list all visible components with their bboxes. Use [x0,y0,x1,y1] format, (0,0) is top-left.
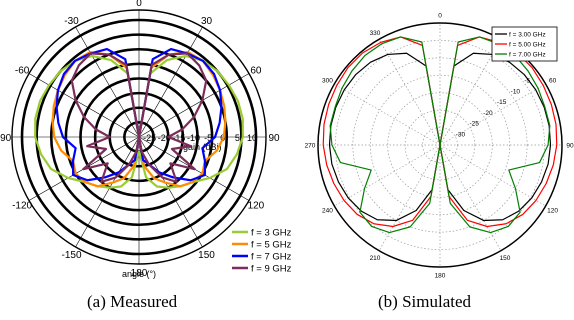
radial-tick-measured: 10 [247,133,257,143]
legend-label-measured: f = 7 GHz [251,252,292,263]
grid-ring-simulated [422,127,458,163]
series-line-simulated [329,36,551,234]
angle-tick-measured: -120 [12,201,32,212]
spoke-measured [75,26,140,138]
spoke-simulated [334,144,441,207]
grid-ring-simulated [404,109,476,181]
angle-tick-measured: 150 [198,250,215,261]
radial-tick-measured: -5 [204,133,212,143]
figure: 0306090120150180-150-120-90-60-30-25-20-… [0,0,574,280]
spoke-measured [28,73,140,138]
angle-tick-simulated: 180 [435,273,446,280]
angle-tick-simulated: 150 [500,255,511,262]
spoke-measured [75,136,140,248]
angle-tick-measured: 90 [268,133,280,144]
legend-label-measured: f = 9 GHz [251,264,292,275]
grid-ring-simulated [387,92,493,198]
radial-tick-simulated: -15 [497,99,507,106]
spoke-measured [138,73,250,138]
angle-tick-measured: 120 [248,201,265,212]
radial-tick-measured: -10 [187,133,200,143]
spoke-simulated [439,39,502,146]
caption-measured: (a) Measured [87,292,178,311]
angle-tick-simulated: 300 [322,78,333,85]
caption-simulated: (b) Simulated [378,292,472,311]
angle-tick-simulated: 120 [547,208,558,215]
polar-plot-simulated: 0306090120150180210240270300330-30-25-20… [305,13,574,280]
radial-tick-measured: -20 [158,133,171,143]
spoke-simulated [439,144,546,207]
legend-label-simulated: f = 5.00 GHz [509,42,546,49]
spoke-simulated [378,39,441,146]
angle-tick-measured: -30 [64,16,79,27]
radial-tick-simulated: -25 [469,121,479,128]
legend-label-measured: f = 3 GHz [251,228,292,239]
series-line-measured [34,54,244,189]
radial-tick-simulated: -10 [511,88,521,95]
angle-tick-simulated: 210 [370,255,381,262]
angle-tick-simulated: 330 [370,30,381,37]
angle-tick-simulated: 90 [566,143,574,150]
legend-label-simulated: f = 3.00 GHz [509,32,546,39]
angle-tick-measured: 0 [136,0,142,9]
angle-tick-simulated: 0 [438,13,442,20]
radial-tick-measured: -15 [172,133,185,143]
grid-ring-simulated [352,57,528,233]
outer-ring-simulated [317,22,563,268]
angle-tick-measured: 180 [131,268,148,279]
radial-tick-measured: -25 [143,133,156,143]
angle-tick-measured: -90 [0,133,12,144]
radial-tick-simulated: -30 [456,131,466,138]
angle-tick-measured: -150 [61,250,81,261]
angle-tick-measured: 30 [201,16,213,27]
polar-plot-measured: 0306090120150180-150-120-90-60-30-25-20-… [0,0,292,279]
angle-tick-simulated: 240 [322,208,333,215]
angle-axis-label: angle (°) [122,269,156,279]
angle-tick-simulated: 60 [549,78,557,85]
series-line-measured [70,52,208,183]
legend-label-simulated: f = 7.00 GHz [509,52,546,59]
radial-tick-simulated: -20 [483,110,493,117]
spoke-measured [138,26,203,138]
angle-tick-measured: -60 [15,66,30,77]
spoke-simulated [439,83,546,146]
grid-ring-simulated [335,40,545,250]
grid-ring-simulated [369,74,511,216]
radial-tick-measured: 5 [235,133,240,143]
angle-tick-measured: 60 [250,66,262,77]
radial-tick-simulated: -5 [524,78,530,85]
legend-label-measured: f = 5 GHz [251,240,292,251]
spoke-simulated [334,83,441,146]
spoke-measured [138,136,203,248]
angle-tick-simulated: 270 [305,143,316,150]
